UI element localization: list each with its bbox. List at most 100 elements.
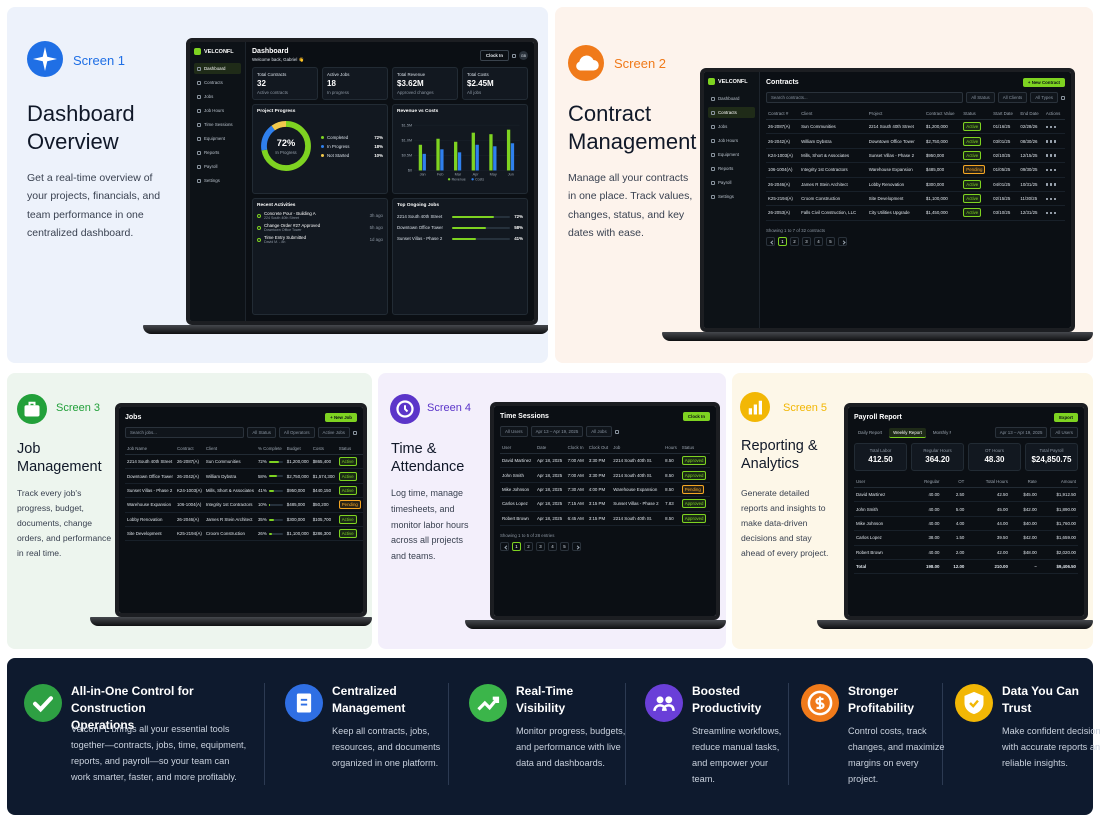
tab[interactable]: Weekly Report: [889, 427, 926, 438]
page-button[interactable]: 2: [790, 236, 799, 246]
filter[interactable]: All Status: [247, 427, 276, 438]
filter[interactable]: Apr 13 – Apr 19, 2025: [994, 427, 1048, 438]
progress-fill: [268, 504, 271, 507]
action-icon[interactable]: [1045, 183, 1049, 186]
tab[interactable]: Monthly Report: [932, 430, 951, 435]
page-button[interactable]: 2: [524, 541, 533, 551]
stat-card: Total Costs $2.45M All jobs: [462, 67, 528, 100]
nav-item[interactable]: Job Hours: [194, 105, 241, 116]
filter[interactable]: All Users: [1050, 427, 1078, 438]
nav-item[interactable]: Payroll: [708, 177, 755, 188]
action-icon[interactable]: [1045, 140, 1049, 143]
primary-button[interactable]: + New Job: [325, 413, 357, 422]
activity-text: Concrete Pour - Building A 224 South 40th…: [264, 211, 316, 220]
action-icon[interactable]: [1053, 183, 1057, 186]
page-button[interactable]: 4: [548, 541, 557, 551]
filter[interactable]: All Clients: [997, 92, 1028, 103]
icon-button[interactable]: [512, 53, 516, 58]
action-icon[interactable]: [1049, 154, 1053, 157]
action-icon[interactable]: [1045, 125, 1049, 129]
nav-icon: [197, 94, 201, 99]
prev-page[interactable]: [766, 236, 775, 246]
table-cell: 7:00 AM: [565, 467, 587, 483]
table-cell: Robert Brown: [854, 545, 910, 560]
nav-item[interactable]: Job Hours: [708, 135, 755, 146]
filter[interactable]: Active Jobs: [317, 427, 350, 438]
primary-button[interactable]: + New Contract: [1022, 78, 1065, 87]
action-icon[interactable]: [1045, 154, 1049, 157]
nav-item[interactable]: Jobs: [708, 121, 755, 132]
filter[interactable]: Apr 13 – Apr 19, 2025: [530, 426, 584, 437]
cell-text: $1,574,300: [312, 473, 335, 479]
tab[interactable]: Daily Report: [858, 430, 883, 435]
table-cell: Lobby Renovation: [866, 177, 924, 192]
action-icon[interactable]: [1049, 168, 1053, 172]
page-button[interactable]: 5: [826, 236, 835, 246]
header: Dashboard Welcome back, Gabriel 👋 Clock In…: [252, 48, 528, 63]
action-icon[interactable]: [1053, 125, 1057, 129]
action-icon[interactable]: [1049, 211, 1053, 215]
nav-item[interactable]: Jobs: [194, 91, 241, 102]
page-button[interactable]: 1: [512, 541, 521, 551]
next-page[interactable]: [838, 236, 847, 246]
action-icon[interactable]: [1045, 211, 1049, 215]
action-icon[interactable]: [1053, 140, 1057, 143]
search-input[interactable]: Search contracts...: [766, 92, 964, 103]
icon: [390, 394, 420, 424]
nav-item[interactable]: Dashboard: [194, 63, 241, 74]
nav-item[interactable]: Contracts: [708, 107, 755, 118]
nav-item[interactable]: Settings: [708, 191, 755, 202]
page-button[interactable]: 4: [814, 236, 823, 246]
feature-title: Boosted Productivity: [692, 684, 762, 715]
primary-button[interactable]: Export: [1054, 413, 1078, 422]
primary-button[interactable]: Clock In: [682, 412, 710, 421]
filter[interactable]: All Status: [966, 92, 995, 103]
filter[interactable]: All Operators: [278, 427, 315, 438]
next-page[interactable]: [572, 541, 581, 551]
nav-item[interactable]: Payroll: [194, 161, 241, 172]
action-icon[interactable]: [1053, 211, 1057, 215]
cell-text: 44.00: [996, 520, 1008, 526]
progress-body: 72% In Progress Completed 72% In Progress 18%…: [257, 117, 383, 175]
header-row: User Date Clock In Clock Out Job Hours Status: [500, 442, 710, 454]
nav-item[interactable]: Reports: [708, 163, 755, 174]
prev-page[interactable]: [500, 541, 509, 551]
filter-icon[interactable]: [614, 429, 619, 434]
filter[interactable]: All Users: [500, 426, 528, 437]
page-button[interactable]: 5: [560, 541, 569, 551]
nav-item[interactable]: Equipment: [708, 149, 755, 160]
action-icon[interactable]: [1045, 197, 1049, 201]
cell-text: 12.00: [953, 564, 965, 570]
nav-item[interactable]: Dashboard: [708, 93, 755, 104]
action-icon[interactable]: [1049, 125, 1053, 129]
clock-in-button[interactable]: Clock In: [479, 50, 509, 61]
action-icon[interactable]: [1049, 183, 1053, 186]
action-icon[interactable]: [1045, 168, 1049, 172]
page-button[interactable]: 3: [802, 236, 811, 246]
action-icon[interactable]: [1053, 168, 1057, 172]
nav-item[interactable]: Time Sessions: [194, 119, 241, 130]
filter[interactable]: All Types: [1030, 92, 1058, 103]
search-input[interactable]: Search jobs...: [125, 427, 245, 438]
filter-icon[interactable]: [1061, 95, 1065, 100]
nav-item[interactable]: Reports: [194, 147, 241, 158]
page-button[interactable]: 3: [536, 541, 545, 551]
action-icon[interactable]: [1049, 140, 1053, 143]
nav-item[interactable]: Contracts: [194, 77, 241, 88]
action-icon[interactable]: [1049, 197, 1053, 201]
screen-title: Contract Management: [568, 101, 697, 154]
cell-text: 04/01/25: [993, 181, 1011, 187]
nav-item[interactable]: Equipment: [194, 133, 241, 144]
nav-item[interactable]: Settings: [194, 175, 241, 186]
page-button[interactable]: 1: [778, 236, 787, 246]
filter[interactable]: All Jobs: [586, 426, 612, 437]
stat-card: Active Jobs 18 In progress: [322, 67, 388, 100]
filter-icon[interactable]: [353, 430, 357, 435]
cell-text: John Smith: [856, 506, 878, 512]
page-heading: Contracts: [766, 79, 799, 86]
icon-bg: [24, 684, 62, 722]
action-icon[interactable]: [1053, 154, 1057, 157]
table-cell: 7:00 AM: [565, 453, 587, 469]
action-icon[interactable]: [1053, 197, 1057, 201]
